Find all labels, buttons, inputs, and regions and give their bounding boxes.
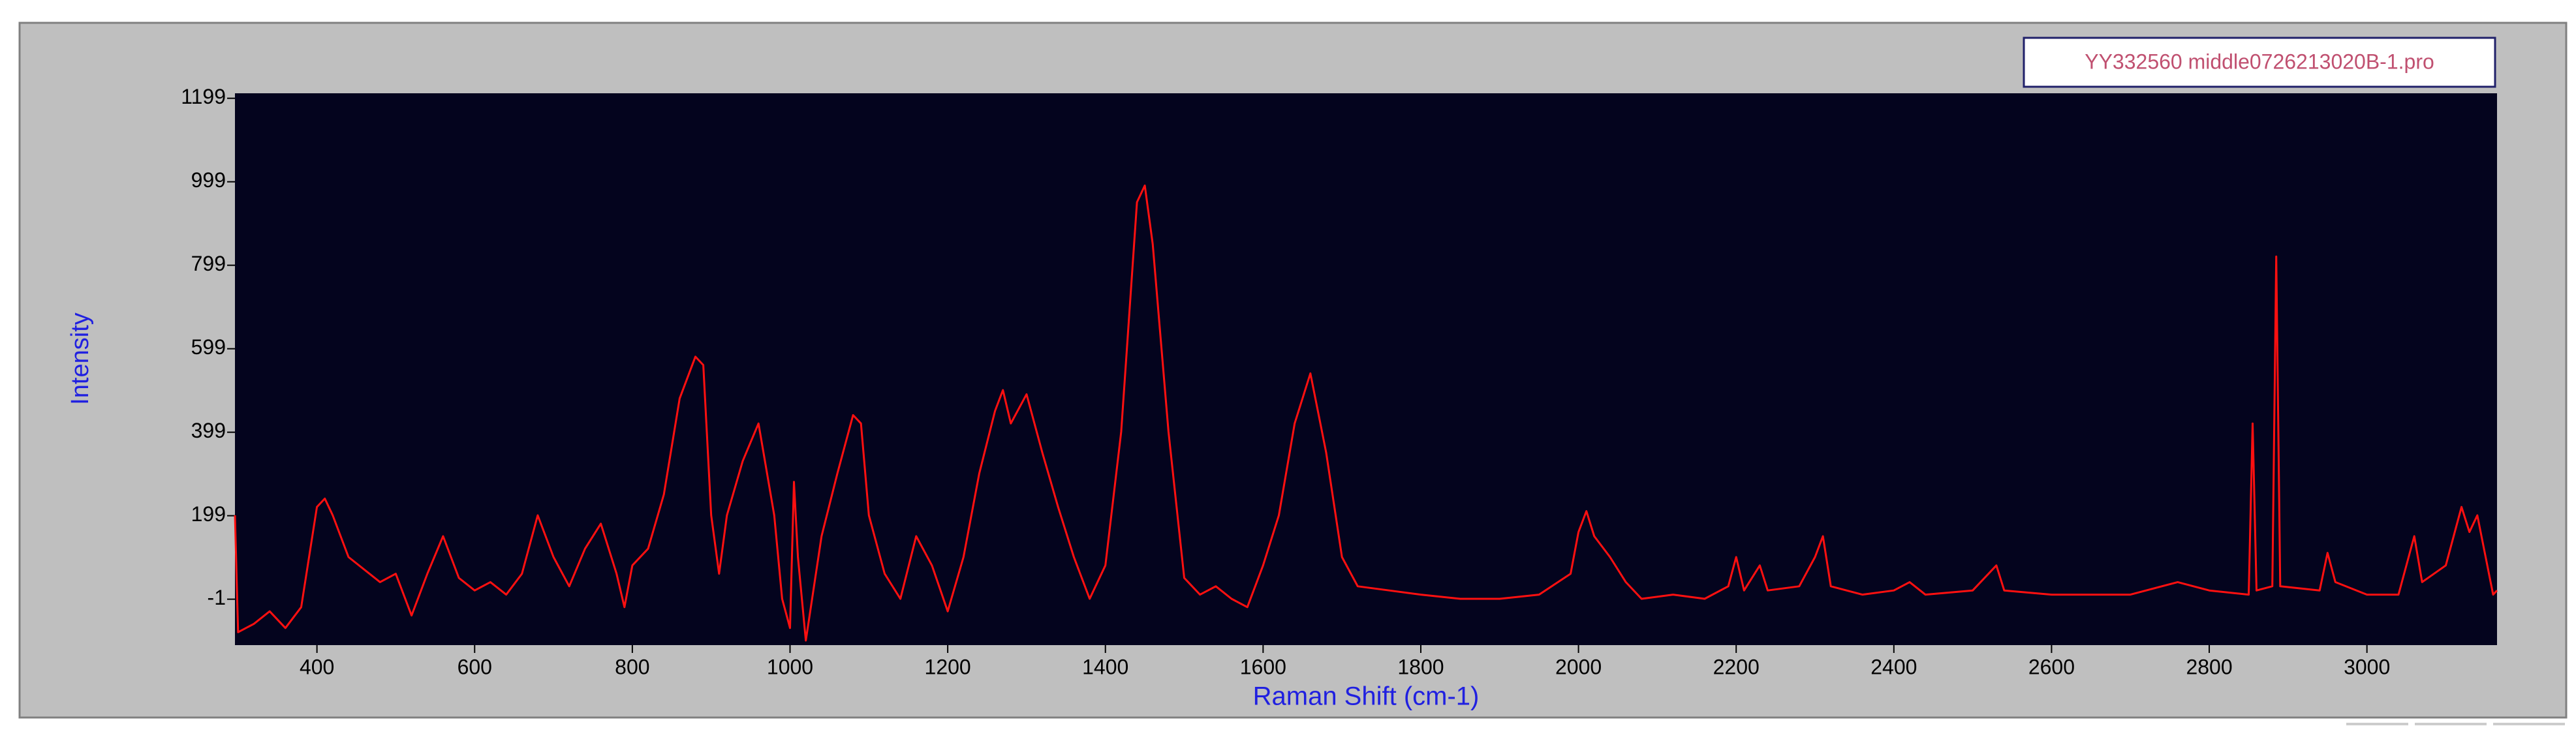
button[interactable] xyxy=(2415,723,2487,725)
x-tick-label: 600 xyxy=(458,655,492,678)
plot-area xyxy=(235,93,2497,645)
x-tick-label: 2600 xyxy=(2028,655,2075,678)
x-tick-label: 2400 xyxy=(1870,655,1917,678)
y-tick-label: 599 xyxy=(191,335,226,359)
y-tick-label: 399 xyxy=(191,419,226,442)
x-tick-label: 2800 xyxy=(2186,655,2232,678)
y-tick-label: 1199 xyxy=(181,85,226,108)
x-tick-label: 400 xyxy=(300,655,334,678)
legend-entry: YY332560 middle0726213020B-1.pro xyxy=(2085,50,2434,73)
x-tick-label: 2200 xyxy=(1713,655,1760,678)
x-tick-label: 800 xyxy=(615,655,649,678)
x-tick-label: 1800 xyxy=(1397,655,1444,678)
legend-box xyxy=(2023,37,2496,88)
y-tick-label: 999 xyxy=(191,168,226,192)
y-tick-label: -1 xyxy=(208,586,226,609)
x-tick-label: 3000 xyxy=(2344,655,2390,678)
spectrum-line xyxy=(234,184,2498,642)
button[interactable] xyxy=(2493,723,2565,725)
x-tick-label: 1200 xyxy=(925,655,971,678)
x-tick-label: 2000 xyxy=(1555,655,1602,678)
y-axis-label: Intensity xyxy=(67,312,94,405)
y-tick-label: 799 xyxy=(191,252,226,275)
x-axis-label: Raman Shift (cm-1) xyxy=(1253,682,1480,711)
x-tick-label: 1600 xyxy=(1240,655,1286,678)
x-tick-label: 1400 xyxy=(1082,655,1128,678)
x-tick-label: 1000 xyxy=(767,655,813,678)
y-tick-label: 199 xyxy=(191,502,226,526)
button[interactable] xyxy=(2346,723,2408,725)
